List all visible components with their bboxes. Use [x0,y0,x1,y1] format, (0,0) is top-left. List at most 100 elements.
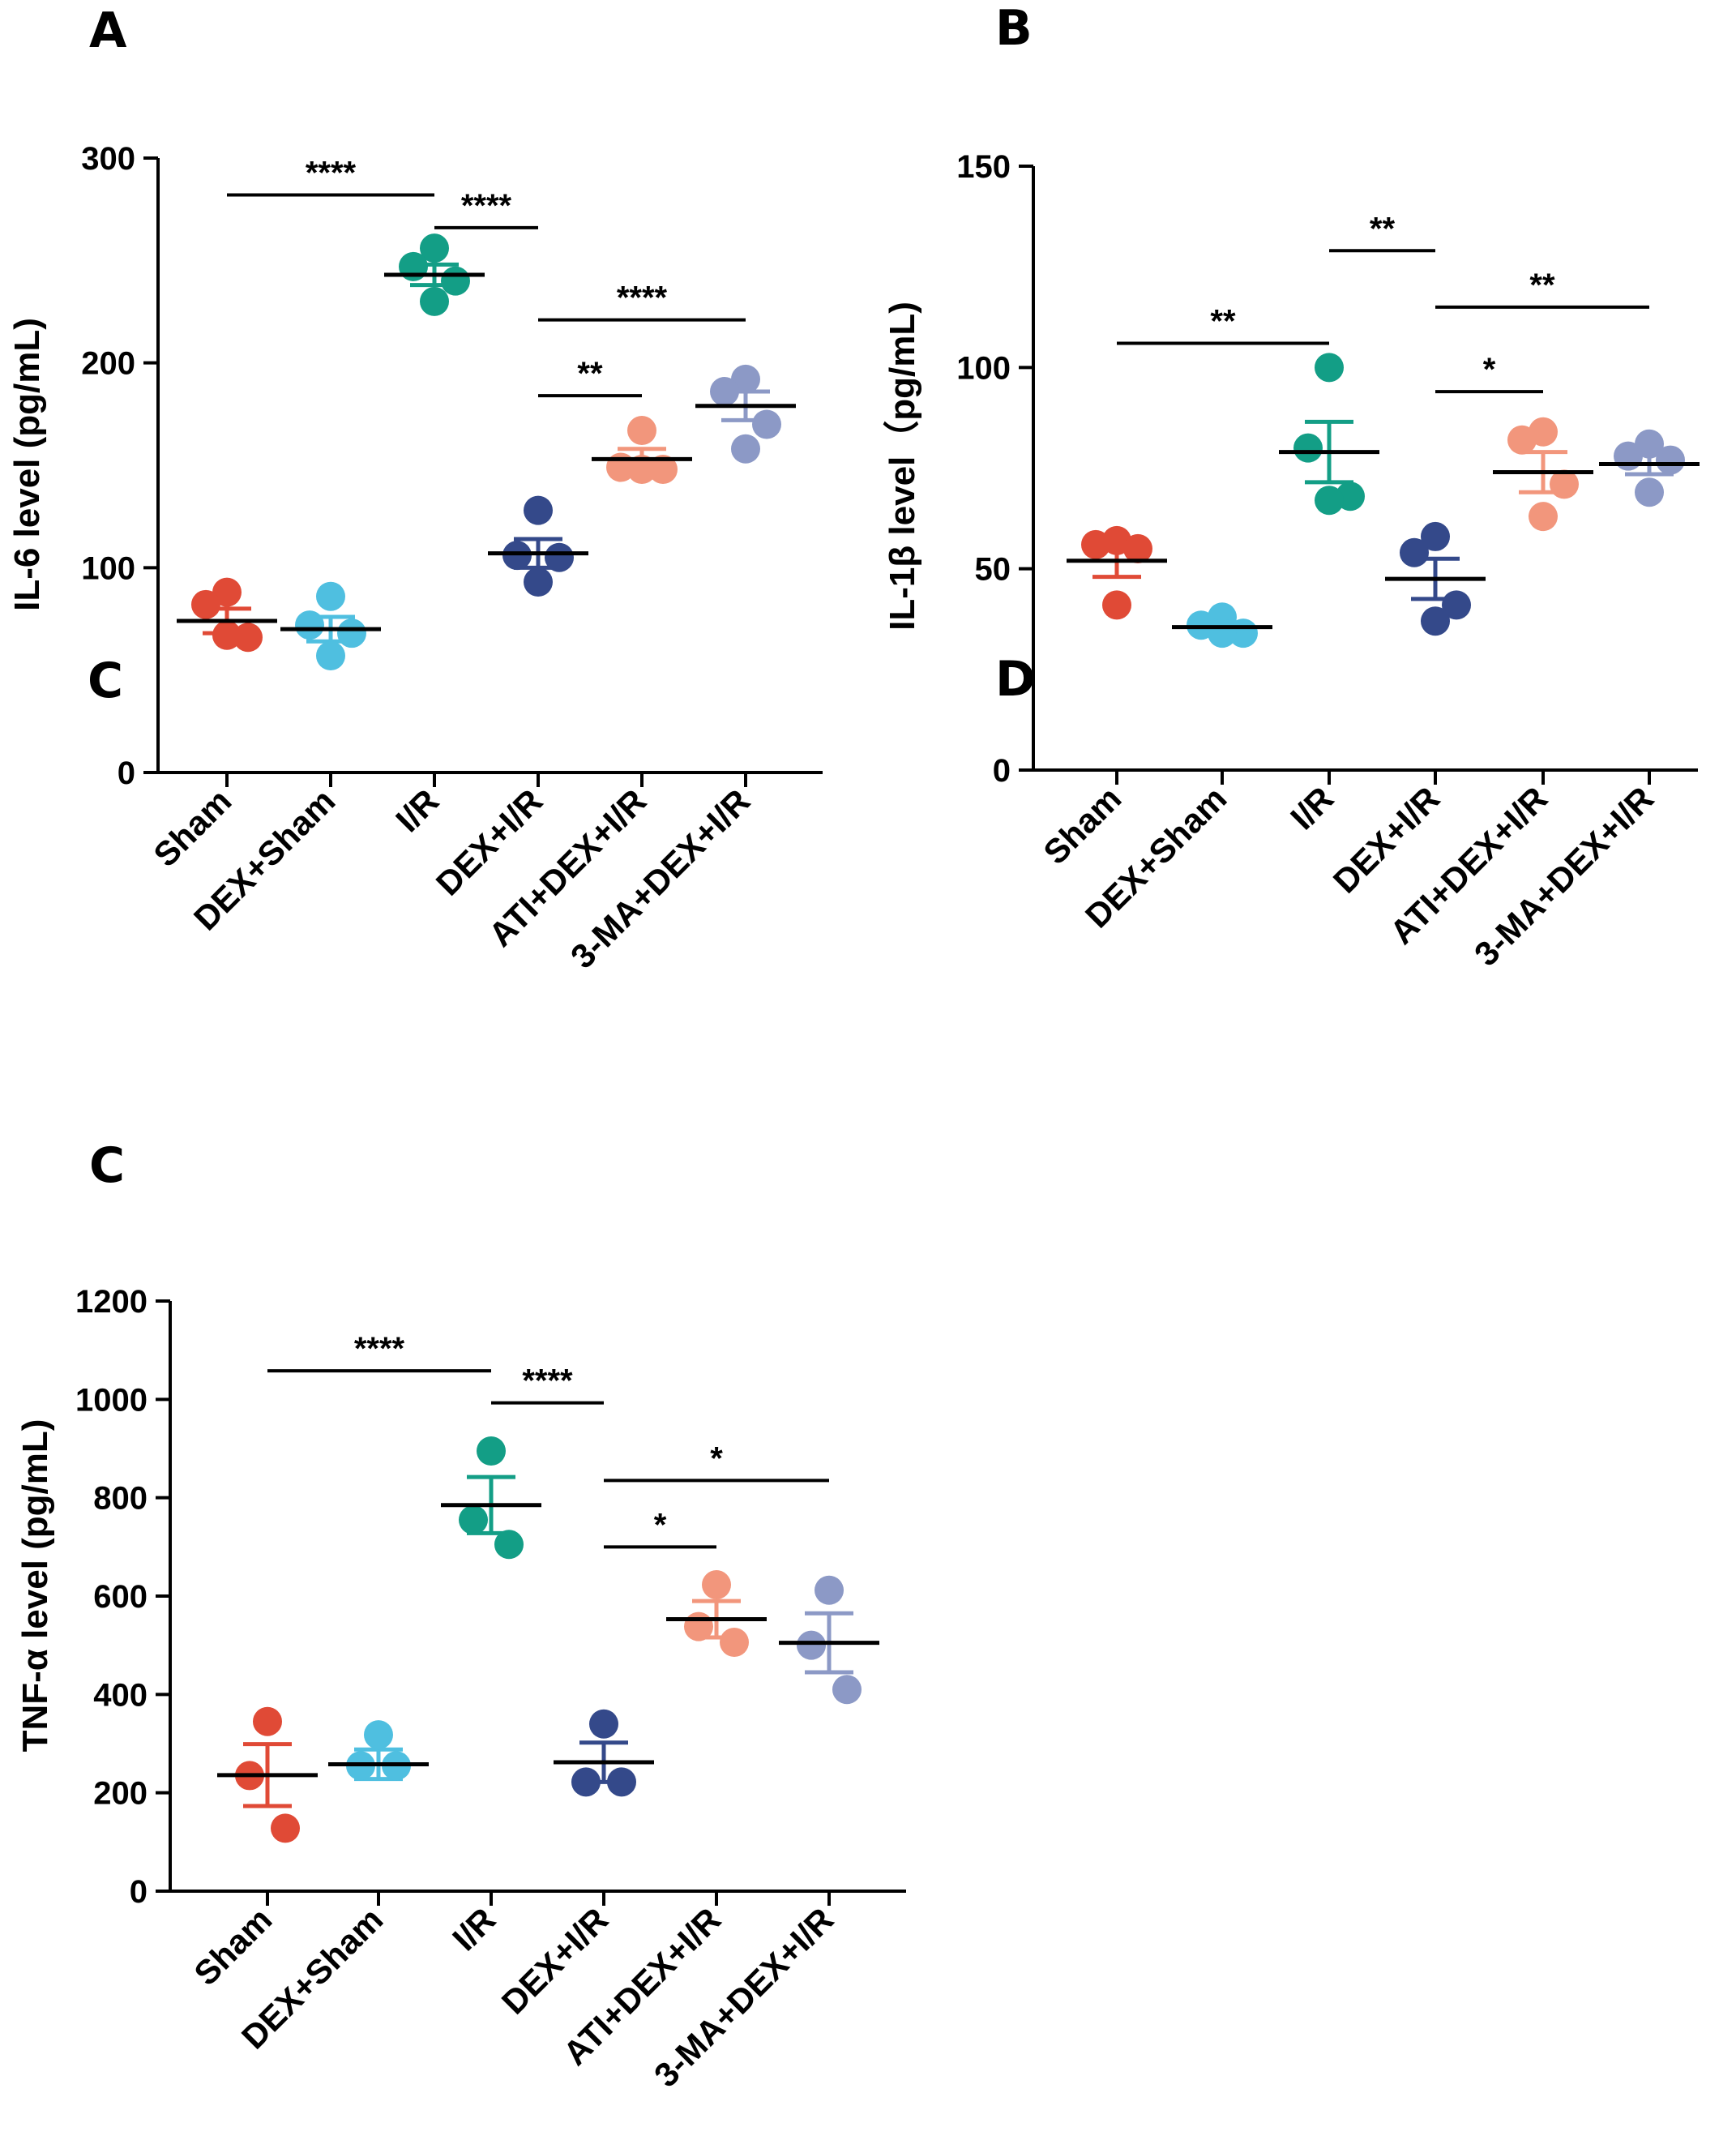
y-tick-label: 200 [81,346,135,382]
panel-tnfa: C TNF-α level (pg/mL) 0 200 400 600 800 1000 1… [15,1137,906,2095]
y-tick-label: 0 [130,1874,148,1910]
data-point [1315,353,1344,383]
data-point [212,577,242,607]
group-dex-i-r [554,1709,654,1797]
data-point [459,1504,488,1534]
group-sham [1067,525,1167,620]
x-tick-label: I/R [388,781,446,839]
data-point [420,286,449,316]
group-dex-sham [1172,602,1272,648]
data-point [648,455,678,485]
data-point [627,455,656,485]
group-3-ma-dex-i-r [695,364,796,464]
data-point [720,1628,749,1658]
data-point [191,589,220,619]
data-point [832,1675,862,1705]
y-tick-label: 400 [93,1677,148,1713]
data-point [420,233,449,263]
data-point [627,416,656,446]
data-point [524,567,553,597]
significance-label: **** [461,188,512,224]
data-point [316,640,345,670]
significance-label: **** [617,280,668,316]
y-tick-label: 50 [975,552,1011,588]
data-point [815,1575,844,1605]
data-point [1656,445,1685,475]
significance-label: ** [1210,304,1236,340]
significance-label: ** [1370,211,1396,246]
panel-letter-c: C [89,1137,125,1194]
data-point [316,581,345,611]
data-point [571,1767,601,1797]
data-point [710,377,739,407]
significance-label: * [710,1440,723,1476]
y-tick-label: 600 [93,1579,148,1615]
data-point [441,266,470,296]
significance-label: ** [1529,268,1555,303]
y-tick-label: 800 [93,1481,148,1517]
data-point [233,623,263,653]
group-dex-sham [280,581,381,670]
data-point [607,1767,636,1797]
data-point [1293,433,1323,463]
significance-label: * [654,1507,667,1543]
x-tick-label: I/R [445,1900,502,1958]
data-point [295,610,324,640]
data-point [1442,590,1471,620]
data-point [253,1706,282,1736]
data-point [1550,469,1579,499]
significance-brackets: ******* [1117,211,1649,394]
group-3-ma-dex-i-r [1599,429,1700,507]
y-axis-title: IL-6 level (pg/mL) [7,318,47,611]
data-point [1123,533,1152,563]
data-marks [1067,353,1700,648]
group-ati-dex-i-r [1493,417,1593,532]
data-marks [217,1436,879,1843]
x-tick-label: I/R [1283,779,1340,837]
y-tick-label: 1200 [75,1284,148,1320]
y-tick-label: 100 [956,350,1011,386]
y-axis-title: TNF-α level (pg/mL) [15,1419,55,1753]
group-sham [177,577,277,653]
panel-letter-a: A [89,2,127,59]
significance-brackets: ********** [267,1331,829,1549]
data-point [212,620,242,650]
significance-label: **** [306,155,357,190]
stray-letter-c: C [88,653,123,709]
group-i-r [1279,353,1379,516]
x-tick-label: 3-MA+DEX+I/R [563,781,758,976]
data-point [494,1530,524,1560]
panel-letter-b: B [995,0,1033,57]
data-point [1421,606,1450,636]
y-tick-label: 150 [956,149,1011,185]
y-tick-label: 100 [81,550,135,586]
data-point [752,409,781,439]
data-point [1315,486,1344,516]
panel-il6: A IL-6 level (pg/mL) 0100200300ShamDEX+S… [7,2,823,976]
data-point [271,1813,300,1843]
data-point [702,1570,731,1600]
data-point [1400,537,1429,567]
panel-il1b: B IL-1β level（pg/mL) 050100150ShamDEX+Sh… [883,0,1700,974]
data-point [684,1611,713,1641]
data-point [1529,502,1558,532]
data-point [731,364,760,394]
group-sham [217,1706,318,1843]
group-i-r [384,233,485,316]
significance-brackets: ************** [227,155,746,398]
significance-label: **** [522,1363,573,1399]
group-3-ma-dex-i-r [779,1575,879,1705]
data-point [797,1630,826,1660]
significance-label: * [1483,352,1496,387]
data-point [1208,618,1237,648]
y-axis-title: IL-1β level（pg/mL) [883,302,922,631]
y-tick-label: 0 [118,755,135,791]
data-point [1081,529,1110,559]
significance-label: ** [577,356,603,392]
group-dex-i-r [1385,521,1486,636]
data-point [364,1720,393,1750]
group-dex-sham [328,1720,429,1782]
data-point [589,1709,618,1739]
